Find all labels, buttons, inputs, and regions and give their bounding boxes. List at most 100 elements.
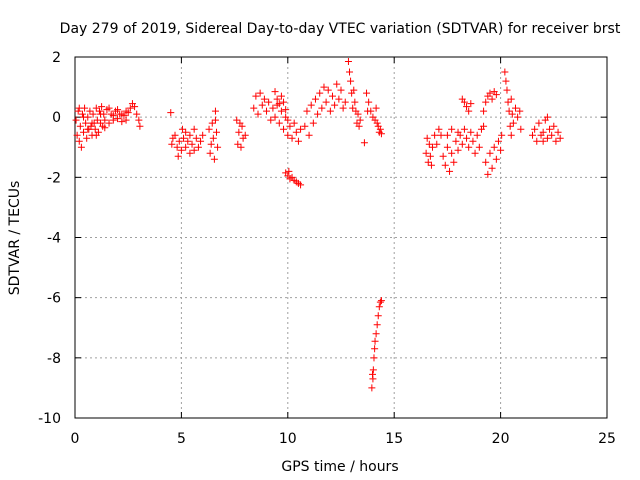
data-point	[211, 107, 219, 115]
data-point	[371, 345, 379, 353]
data-point	[92, 104, 100, 112]
data-point	[502, 77, 510, 85]
data-point	[80, 128, 88, 136]
data-point	[75, 137, 83, 145]
data-point	[186, 149, 194, 157]
data-point	[473, 131, 481, 139]
data-point	[267, 116, 275, 124]
data-point	[235, 128, 243, 136]
data-point	[290, 119, 298, 127]
data-point	[197, 137, 205, 145]
series-sat-c	[167, 109, 207, 160]
data-point	[350, 86, 358, 94]
data-point	[552, 137, 560, 145]
data-point	[256, 89, 264, 97]
data-point	[292, 128, 300, 136]
data-point	[271, 88, 279, 96]
data-point	[554, 128, 562, 136]
data-point	[356, 116, 364, 124]
data-point	[210, 155, 218, 163]
data-point	[509, 119, 517, 127]
data-point	[446, 167, 454, 175]
series-sat-h	[301, 80, 349, 139]
data-point	[441, 161, 449, 169]
data-point	[539, 128, 547, 136]
data-point	[73, 131, 81, 139]
data-point	[75, 104, 83, 112]
data-point	[237, 143, 245, 151]
data-point	[337, 86, 345, 94]
data-point	[178, 125, 186, 133]
data-point	[450, 158, 458, 166]
data-point	[236, 119, 244, 127]
data-point	[533, 137, 541, 145]
data-point	[514, 113, 522, 121]
data-point	[480, 122, 488, 130]
data-point	[425, 140, 433, 148]
data-point	[206, 149, 214, 157]
y-axis-label: SDTVAR / TECUs	[7, 181, 23, 296]
data-point	[265, 98, 273, 106]
data-point	[423, 134, 431, 142]
data-point	[368, 370, 376, 378]
data-point	[465, 143, 473, 151]
data-point	[105, 104, 113, 112]
data-point	[460, 98, 468, 106]
x-tick-label: 5	[177, 431, 186, 447]
x-axis-label: GPS time / hours	[281, 459, 398, 475]
data-point	[355, 122, 363, 130]
data-point	[168, 140, 176, 148]
data-point	[490, 143, 498, 151]
data-point	[467, 100, 475, 108]
y-tick-label: -4	[47, 231, 61, 247]
data-point	[286, 122, 294, 130]
data-point	[182, 128, 190, 136]
data-point	[351, 98, 359, 106]
data-point	[74, 107, 82, 115]
data-point	[316, 89, 324, 97]
data-point	[194, 143, 202, 151]
data-point	[503, 86, 511, 94]
data-point	[454, 128, 462, 136]
data-point	[484, 170, 492, 178]
data-point	[190, 125, 198, 133]
data-point	[347, 77, 355, 85]
x-tick-label: 20	[492, 431, 510, 447]
data-point	[252, 92, 260, 100]
data-point	[497, 146, 505, 154]
data-points	[72, 58, 564, 392]
data-point	[82, 119, 90, 127]
data-point	[214, 143, 222, 151]
data-point	[131, 103, 139, 111]
data-point	[448, 149, 456, 157]
data-point	[269, 104, 277, 112]
data-point	[105, 119, 113, 127]
data-point	[437, 131, 445, 139]
data-point	[114, 115, 122, 123]
series-sat-p	[501, 68, 525, 139]
data-point	[433, 140, 441, 148]
data-point	[122, 107, 130, 115]
data-point	[373, 321, 381, 329]
data-point	[354, 110, 362, 118]
series-sat-b	[75, 104, 130, 139]
data-point	[501, 68, 509, 76]
data-point	[375, 303, 383, 311]
data-point	[376, 298, 384, 306]
data-point	[346, 68, 354, 76]
data-point	[89, 110, 97, 118]
data-point	[177, 146, 185, 154]
data-point	[271, 113, 279, 121]
data-point	[482, 98, 490, 106]
series-sat-q	[529, 113, 564, 145]
data-point	[368, 384, 376, 392]
data-point	[118, 110, 126, 118]
data-point	[556, 134, 564, 142]
data-point	[341, 98, 349, 106]
data-point	[492, 155, 500, 163]
series-sat-i	[344, 58, 364, 130]
data-point	[322, 98, 330, 106]
data-point	[494, 137, 502, 145]
y-tick-label: -10	[38, 411, 61, 427]
data-point	[284, 116, 292, 124]
